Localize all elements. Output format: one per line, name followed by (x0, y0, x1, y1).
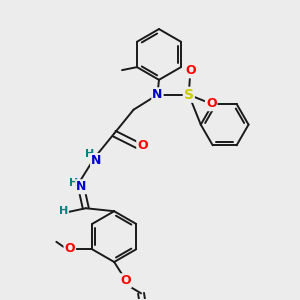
Text: O: O (120, 274, 131, 287)
Text: N: N (76, 180, 86, 193)
Text: S: S (184, 88, 194, 102)
Text: O: O (64, 242, 75, 255)
Text: O: O (137, 139, 148, 152)
Text: O: O (185, 64, 196, 77)
Text: H: H (69, 178, 78, 188)
Text: O: O (206, 97, 217, 110)
Text: H: H (85, 149, 94, 160)
Text: N: N (152, 88, 163, 101)
Text: H: H (59, 206, 68, 216)
Text: N: N (91, 154, 101, 167)
